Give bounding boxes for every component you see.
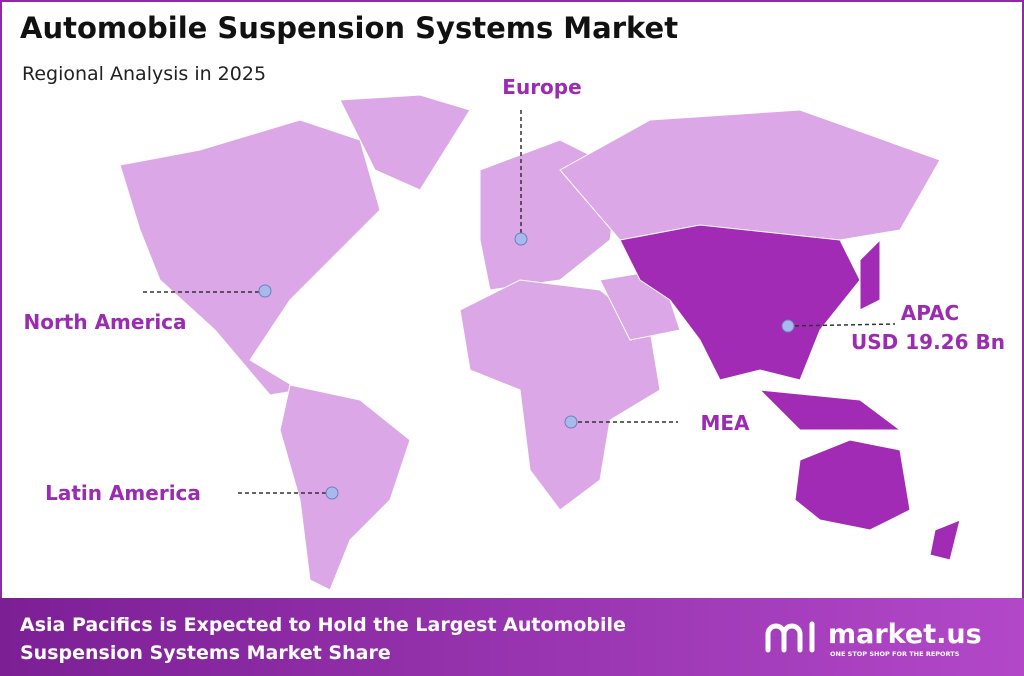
north-america <box>119 119 381 396</box>
asia <box>619 224 861 381</box>
marker <box>258 284 272 298</box>
southeast-asia <box>758 389 902 431</box>
japan <box>859 238 881 311</box>
marker <box>514 232 528 246</box>
region-label: MEA <box>700 411 750 435</box>
marker <box>325 486 339 500</box>
latin-america <box>279 384 411 591</box>
marker <box>564 415 578 429</box>
africa <box>459 279 661 511</box>
footer-text: Asia Pacifics is Expected to Hold the La… <box>20 614 626 636</box>
region-label: Latin America <box>45 481 201 505</box>
world-map <box>119 94 961 591</box>
subtitle: Regional Analysis in 2025 <box>22 63 266 85</box>
logo-arc <box>781 623 803 653</box>
logo-text: market.us <box>828 619 982 650</box>
marker <box>781 319 795 333</box>
region-value: USD 19.26 Bn <box>851 330 1005 354</box>
logo-tagline: ONE STOP SHOP FOR THE REPORTS <box>830 650 960 658</box>
region-label: Europe <box>502 75 581 99</box>
greenland <box>339 94 471 191</box>
region-label: North America <box>23 310 186 334</box>
footer-band <box>0 598 1024 676</box>
footer-text: Suspension Systems Market Share <box>20 642 391 664</box>
logo-icon <box>765 621 815 653</box>
new-zealand <box>929 519 961 561</box>
leader-line <box>787 323 896 327</box>
australia <box>794 439 911 531</box>
callouts: Europe North America Latin America MEA A… <box>23 75 1004 505</box>
title: Automobile Suspension Systems Market <box>20 11 678 45</box>
region-label: APAC <box>901 301 959 325</box>
